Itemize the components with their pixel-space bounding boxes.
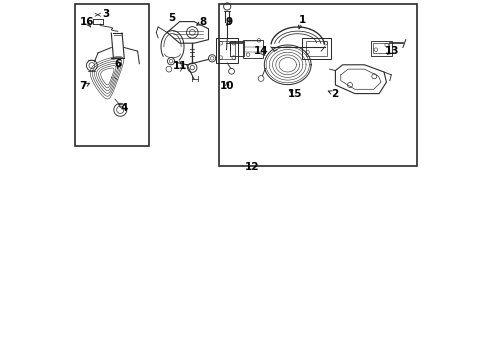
Text: 2: 2 [330, 89, 337, 99]
Text: 4: 4 [120, 103, 127, 113]
Bar [302, 38, 330, 59]
Text: 8: 8 [199, 17, 206, 27]
Text: 10: 10 [220, 81, 234, 91]
Text: 14: 14 [253, 46, 267, 56]
Bar [242, 40, 262, 58]
Text: 16: 16 [80, 17, 94, 27]
Bar [216, 38, 238, 63]
Text: 13: 13 [384, 46, 399, 56]
Text: 6: 6 [114, 59, 121, 69]
Bar [75, 4, 149, 146]
Text: 3: 3 [102, 9, 109, 19]
Bar [373, 43, 388, 53]
Text: 11: 11 [172, 60, 186, 71]
Text: 9: 9 [225, 17, 232, 27]
Text: 1: 1 [298, 15, 305, 25]
Text: 7: 7 [80, 81, 87, 91]
Text: 12: 12 [244, 162, 259, 172]
Bar [219, 4, 416, 166]
Text: 5: 5 [168, 13, 175, 23]
Text: 15: 15 [287, 89, 302, 99]
Bar [219, 41, 235, 59]
Bar [370, 41, 391, 56]
Bar [230, 41, 244, 56]
Bar [305, 41, 326, 56]
